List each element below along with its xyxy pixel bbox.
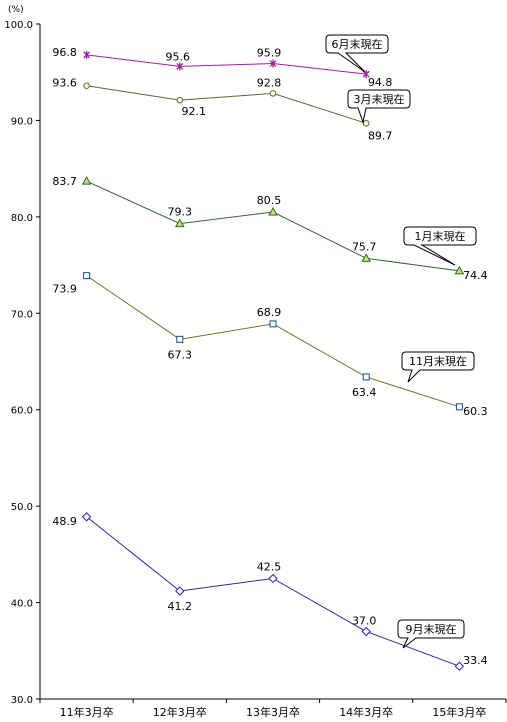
data-point-marker [362,70,370,79]
series-callout: 11月末現在 [401,351,475,383]
y-tick-label: 100.0 [4,20,33,31]
data-point-marker [362,120,370,127]
y-tick-label: 90.0 [11,116,33,127]
series-callout: 6月末現在 [325,34,389,73]
series-group: 96.8 95.6 95.9 94.8 [52,46,392,89]
y-tick-label: 60.0 [11,406,33,417]
callout-box [403,226,477,266]
data-point-marker [362,373,370,381]
x-category-label: 15年3月卒 [432,705,486,719]
data-point-marker [175,586,185,596]
data-point-marker [269,320,277,328]
y-axis-unit-label: (%) [8,5,24,15]
data-label: 93.6 [52,77,77,90]
data-label: 75.7 [352,240,377,253]
y-tick-label: 50.0 [11,502,33,513]
series-name-label: 1月末現在 [415,229,466,243]
series-name-label: 9月末現在 [406,622,457,636]
series-callout: 3月末現在 [347,89,411,124]
series-group: 73.9 67.3 68.9 63.4 60.3 [52,272,488,418]
data-point-marker [454,661,465,671]
y-tick-label: 80.0 [11,213,33,224]
data-point-marker [269,59,277,68]
data-point-marker [361,626,371,637]
data-label: 96.8 [52,46,77,59]
series-line [86,85,367,124]
x-category-label: 12年3月卒 [153,705,207,719]
series-callouts: 6月末現在 3月末現在 1月末現在 11月末現在 9月末現在 [325,34,477,649]
data-point-marker [83,50,91,59]
series-line [86,275,460,408]
series-group: 93.6 92.1 92.8 89.7 [52,76,392,142]
callout-box [325,34,389,73]
data-label: 33.4 [463,654,488,667]
data-label: 73.9 [52,283,77,296]
series-layer: 96.8 95.6 95.9 94.8 93.6 92.1 92.8 89.7 83.7 79.3… [52,46,488,671]
data-label: 79.3 [168,206,193,219]
data-point-marker [176,62,184,71]
data-label: 95.6 [166,50,191,63]
data-point-marker [455,403,463,411]
series-callout: 1月末現在 [403,226,477,266]
data-label: 68.9 [257,306,282,319]
data-label: 89.7 [368,129,393,142]
callout-box [397,619,465,649]
data-point-marker [268,207,278,216]
series-group: 83.7 79.3 80.5 75.7 74.4 [52,175,487,282]
data-point-marker [83,82,90,90]
y-axis-ticks: 30.0 40.0 50.0 60.0 70.0 80.0 90.0 100.0 [4,20,40,706]
data-label: 95.9 [257,47,282,60]
data-point-marker [81,176,92,185]
series-callout: 9月末現在 [397,619,465,649]
data-point-marker [361,253,372,262]
data-label: 80.5 [257,194,282,207]
data-label: 48.9 [52,515,77,528]
data-label: 41.2 [168,600,193,613]
y-tick-label: 40.0 [11,599,33,610]
series-name-label: 3月末現在 [354,92,405,106]
data-point-marker [268,573,278,584]
data-label: 37.0 [352,615,377,628]
data-label: 92.1 [182,105,207,118]
x-axis-categories: 11年3月卒 12年3月卒 13年3月卒 14年3月卒 15年3月卒 [39,699,507,719]
data-point-marker [269,90,277,97]
data-label: 67.3 [168,348,193,361]
data-label: 94.8 [368,76,393,89]
data-label: 83.7 [52,175,77,188]
data-point-marker [176,96,184,104]
data-label: 74.4 [463,269,488,282]
series-name-label: 11月末現在 [409,354,467,368]
data-label: 63.4 [352,386,377,399]
callout-box [401,351,475,383]
data-point-marker [174,218,185,228]
y-tick-label: 30.0 [11,695,33,706]
series-group: 48.9 41.2 42.5 37.0 33.4 [52,512,488,671]
data-point-marker [83,272,91,280]
x-category-label: 13年3月卒 [246,705,300,719]
data-point-marker [454,265,465,275]
data-label: 60.3 [463,405,488,418]
x-category-label: 11年3月卒 [60,705,114,719]
data-label: 92.8 [257,76,282,89]
series-line [86,54,367,75]
series-line [86,516,460,667]
data-label: 42.5 [257,560,282,573]
y-tick-label: 70.0 [11,309,33,320]
series-name-label: 6月末現在 [332,37,383,51]
x-category-label: 14年3月卒 [339,705,393,719]
callout-box [347,89,411,124]
data-point-marker [176,335,184,343]
data-point-marker [81,512,92,522]
